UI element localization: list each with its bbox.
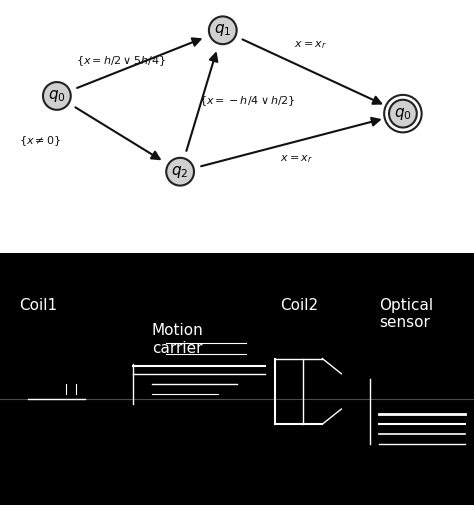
- Text: Optical
sensor: Optical sensor: [379, 298, 433, 330]
- Text: $\{x = h/2 \vee 5h/4\}$: $\{x = h/2 \vee 5h/4\}$: [76, 54, 166, 68]
- Text: Coil2: Coil2: [280, 298, 318, 313]
- Text: $q_1$: $q_1$: [214, 22, 231, 38]
- Text: Coil1: Coil1: [19, 298, 57, 313]
- Text: $q_0$: $q_0$: [394, 106, 412, 122]
- Circle shape: [166, 158, 194, 185]
- Text: $q_2$: $q_2$: [172, 164, 189, 180]
- Text: $x = x_r$: $x = x_r$: [280, 153, 312, 165]
- Text: $\{x = -h/4 \vee h/2\}$: $\{x = -h/4 \vee h/2\}$: [199, 94, 296, 108]
- Circle shape: [209, 17, 237, 44]
- Text: $q_0$: $q_0$: [48, 88, 66, 104]
- Circle shape: [389, 100, 417, 127]
- Text: $x = x_r$: $x = x_r$: [294, 39, 327, 52]
- Circle shape: [43, 82, 71, 110]
- Text: Motion
carrier: Motion carrier: [152, 323, 203, 356]
- Text: $\{x \neq 0\}$: $\{x \neq 0\}$: [19, 134, 61, 148]
